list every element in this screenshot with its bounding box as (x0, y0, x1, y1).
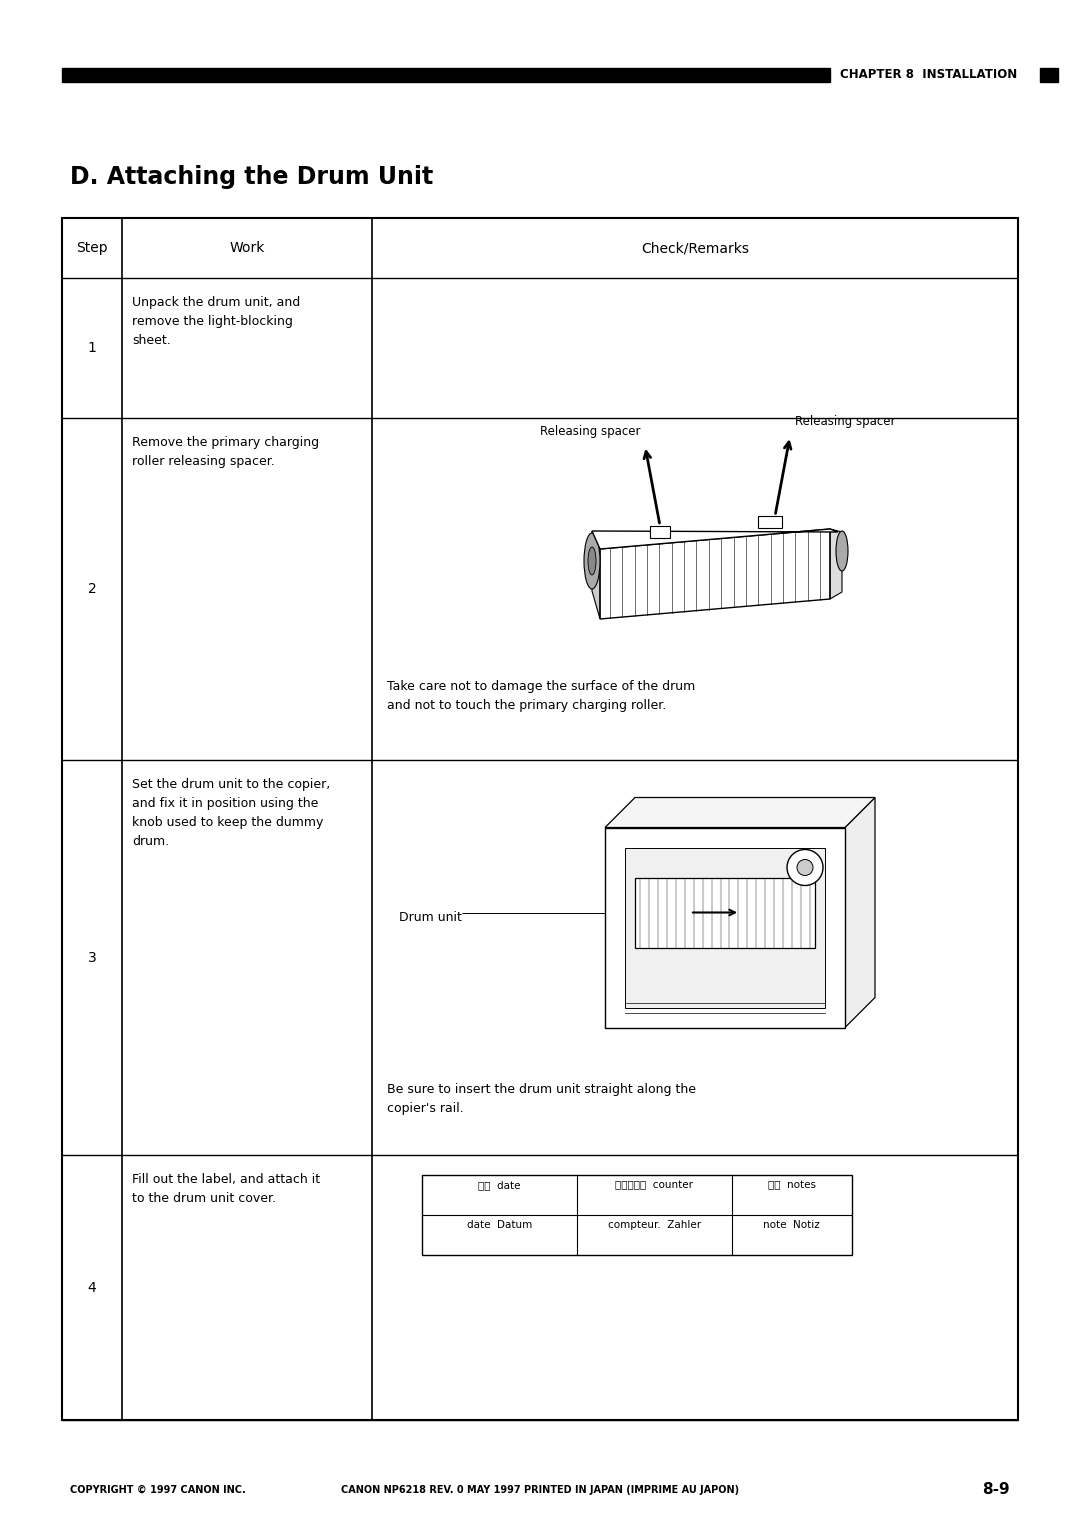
Bar (62, 219, 1018, 1420)
Text: CANON NP6218 REV. 0 MAY 1997 PRINTED IN JAPAN (IMPRIME AU JAPON): CANON NP6218 REV. 0 MAY 1997 PRINTED IN … (341, 1485, 739, 1494)
Text: CHAPTER 8  INSTALLATION: CHAPTER 8 INSTALLATION (840, 69, 1017, 81)
Polygon shape (605, 798, 875, 828)
Text: 日付  date: 日付 date (478, 1180, 521, 1190)
Text: 備考  notes: 備考 notes (768, 1180, 815, 1190)
Bar (1040, 69, 1058, 83)
Bar (605, 828, 845, 1027)
Text: Remove the primary charging
roller releasing spacer.: Remove the primary charging roller relea… (132, 435, 319, 468)
Polygon shape (831, 529, 842, 599)
Text: Step: Step (77, 241, 108, 255)
Polygon shape (845, 798, 875, 1027)
Text: note  Notiz: note Notiz (764, 1219, 820, 1230)
Text: D. Attaching the Drum Unit: D. Attaching the Drum Unit (70, 165, 433, 189)
Text: 1: 1 (87, 341, 96, 354)
Text: compteur.  Zahler: compteur. Zahler (608, 1219, 701, 1230)
Text: 3: 3 (87, 950, 96, 964)
Text: Knob: Knob (831, 831, 866, 843)
Text: Be sure to insert the drum unit straight along the
copier's rail.: Be sure to insert the drum unit straight… (387, 1083, 696, 1115)
Text: カウンター  counter: カウンター counter (616, 1180, 693, 1190)
Bar (758, 516, 782, 529)
Text: COPYRIGHT © 1997 CANON INC.: COPYRIGHT © 1997 CANON INC. (70, 1485, 246, 1494)
Bar (635, 877, 815, 947)
Text: Work: Work (229, 241, 265, 255)
Ellipse shape (584, 533, 600, 588)
Ellipse shape (588, 547, 596, 575)
Bar (422, 1175, 852, 1254)
Text: 2: 2 (87, 582, 96, 596)
Text: 8-9: 8-9 (983, 1482, 1010, 1497)
Bar (62, 69, 831, 83)
Text: Set the drum unit to the copier,
and fix it in position using the
knob used to k: Set the drum unit to the copier, and fix… (132, 778, 330, 848)
Text: Check/Remarks: Check/Remarks (642, 241, 750, 255)
Text: Fill out the label, and attach it
to the drum unit cover.: Fill out the label, and attach it to the… (132, 1174, 320, 1206)
Text: Unpack the drum unit, and
remove the light-blocking
sheet.: Unpack the drum unit, and remove the lig… (132, 296, 300, 347)
Text: 4: 4 (87, 1280, 96, 1294)
Polygon shape (592, 532, 600, 619)
Text: Releasing spacer: Releasing spacer (540, 425, 640, 439)
Text: Drum unit: Drum unit (400, 911, 462, 924)
Bar (650, 526, 670, 538)
Text: Take care not to damage the surface of the drum
and not to touch the primary cha: Take care not to damage the surface of t… (387, 680, 696, 712)
Polygon shape (592, 529, 838, 549)
Circle shape (797, 859, 813, 876)
Ellipse shape (836, 532, 848, 571)
Text: date  Datum: date Datum (467, 1219, 532, 1230)
Bar (625, 848, 825, 1007)
Text: Releasing spacer: Releasing spacer (795, 416, 895, 428)
Circle shape (787, 850, 823, 886)
